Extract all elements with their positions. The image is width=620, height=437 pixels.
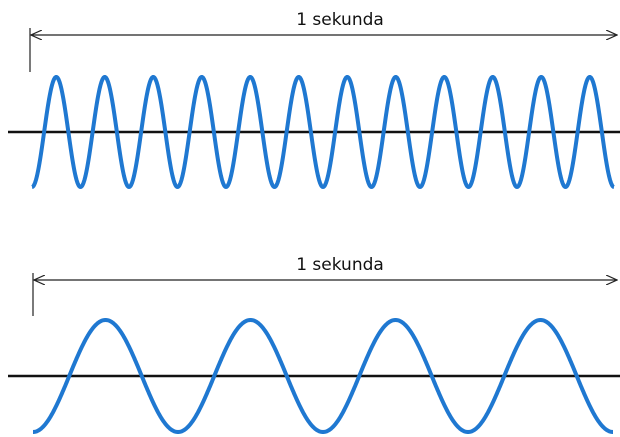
- panel-fast: 1 sekunda: [8, 10, 620, 190]
- duration-label: 1 sekunda: [296, 255, 384, 275]
- wave: [31, 75, 615, 190]
- wave: [33, 318, 613, 434]
- panel-slow: 1 sekunda: [8, 255, 620, 434]
- duration-label: 1 sekunda: [296, 10, 384, 30]
